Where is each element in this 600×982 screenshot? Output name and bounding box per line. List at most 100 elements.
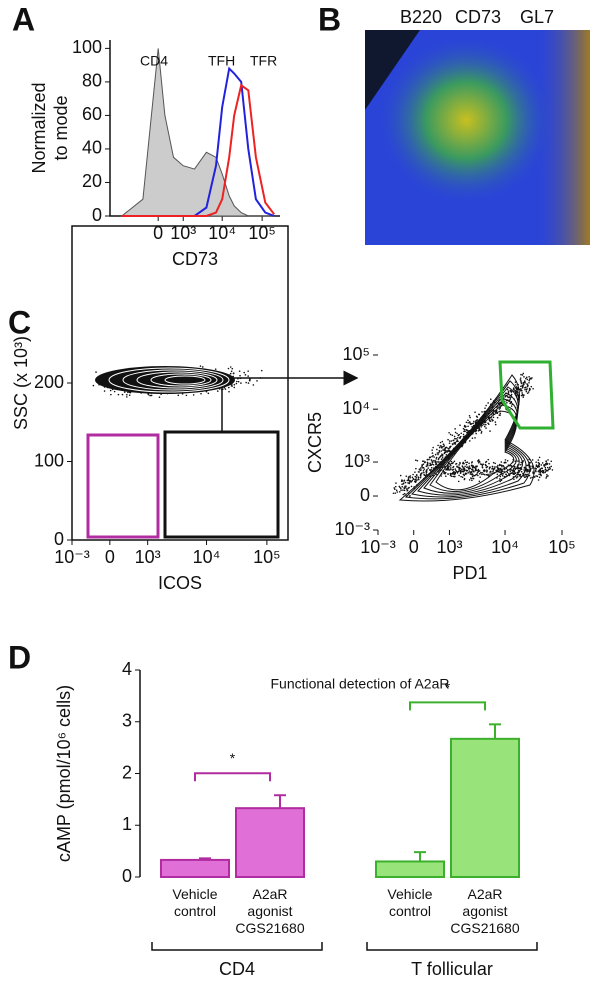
event-dot <box>546 466 549 469</box>
event-dot <box>485 460 488 463</box>
event-dot <box>481 411 483 413</box>
event-dot <box>430 466 433 469</box>
event-dot <box>501 474 504 477</box>
event-dot <box>519 467 521 469</box>
event-dot <box>434 460 437 462</box>
y-tick-label: 20 <box>82 171 102 191</box>
event-dot <box>468 462 470 465</box>
event-dot <box>411 479 414 482</box>
event-dot <box>113 390 116 393</box>
event-dot <box>526 473 529 476</box>
event-dot <box>469 471 471 474</box>
event-dot <box>506 471 509 474</box>
event-dot <box>239 377 242 380</box>
event-dot <box>415 475 418 477</box>
event-dot <box>461 476 464 479</box>
event-dot <box>512 467 515 470</box>
group-label: T follicular <box>411 959 493 979</box>
event-dot <box>544 471 546 474</box>
group-label: CD4 <box>219 959 255 979</box>
event-dot <box>438 451 441 453</box>
event-dot <box>442 449 444 451</box>
text-line: CGS21680 <box>235 920 304 936</box>
event-dot <box>425 465 428 468</box>
event-dot <box>478 470 481 472</box>
event-dot <box>515 384 517 386</box>
event-dot <box>500 461 503 463</box>
event-dot <box>259 377 262 379</box>
event-dot <box>407 477 410 479</box>
event-dot <box>455 437 457 440</box>
event-dot <box>417 471 420 473</box>
event-dot <box>401 485 404 488</box>
event-dot <box>461 466 464 468</box>
event-dot <box>235 382 238 385</box>
event-dot <box>249 378 251 380</box>
event-dot <box>506 396 509 398</box>
event-dot <box>405 488 408 490</box>
event-dot <box>474 467 477 470</box>
event-dot <box>455 440 458 443</box>
event-dot <box>548 466 551 469</box>
x-tick-label: 10⁴ <box>193 547 221 567</box>
event-dot <box>491 467 494 470</box>
y-tick-label: 1 <box>122 814 132 834</box>
event-dot <box>535 470 537 473</box>
event-dot <box>548 463 551 465</box>
event-dot <box>453 435 456 438</box>
event-dot <box>410 481 412 483</box>
event-dot <box>446 467 449 469</box>
event-dot <box>515 392 518 394</box>
y-tick-label: 10³ <box>344 451 370 471</box>
event-dot <box>522 383 525 385</box>
event-dot <box>449 464 452 467</box>
event-dot <box>432 446 434 449</box>
y-tick-label: 200 <box>34 372 64 392</box>
event-dot <box>524 473 527 476</box>
event-dot <box>494 411 497 413</box>
event-dot <box>469 416 471 419</box>
event-dot <box>496 416 499 419</box>
event-dot <box>448 442 451 444</box>
event-dot <box>456 432 458 435</box>
event-dot <box>395 489 398 492</box>
event-dot <box>473 470 475 473</box>
event-dot <box>548 468 551 470</box>
event-dot <box>482 473 485 475</box>
event-dot <box>444 451 447 454</box>
event-dot <box>443 448 446 450</box>
event-dot <box>150 394 153 397</box>
event-dot <box>507 391 510 394</box>
event-dot <box>478 428 480 431</box>
event-dot <box>543 464 545 466</box>
x-tick-label: 0 <box>153 223 163 243</box>
event-dot <box>540 467 543 470</box>
event-dot <box>426 461 429 464</box>
bar <box>450 737 520 879</box>
event-dot <box>449 467 452 469</box>
event-dot <box>237 377 239 380</box>
x-tick-label: A2aR agonist CGS21680 <box>235 886 304 936</box>
event-dot <box>528 387 531 390</box>
event-dot <box>513 478 515 480</box>
event-dot <box>535 461 537 463</box>
event-dot <box>522 396 525 398</box>
event-dot <box>396 491 399 493</box>
event-dot <box>513 472 515 474</box>
event-dot <box>425 472 428 474</box>
event-dot <box>538 476 541 479</box>
event-dot <box>531 459 534 461</box>
event-dot <box>237 380 240 383</box>
event-dot <box>109 389 112 392</box>
event-dot <box>546 462 549 465</box>
y-axis-label: CXCR5 <box>305 412 325 473</box>
event-dot <box>432 463 435 466</box>
event-dot <box>420 469 422 471</box>
event-dot <box>478 472 481 475</box>
event-dot <box>398 485 401 488</box>
y-tick-label: 0 <box>92 205 102 225</box>
event-dot <box>401 479 403 481</box>
event-dot <box>452 461 454 464</box>
event-dot <box>515 477 518 479</box>
event-dot <box>475 465 477 468</box>
